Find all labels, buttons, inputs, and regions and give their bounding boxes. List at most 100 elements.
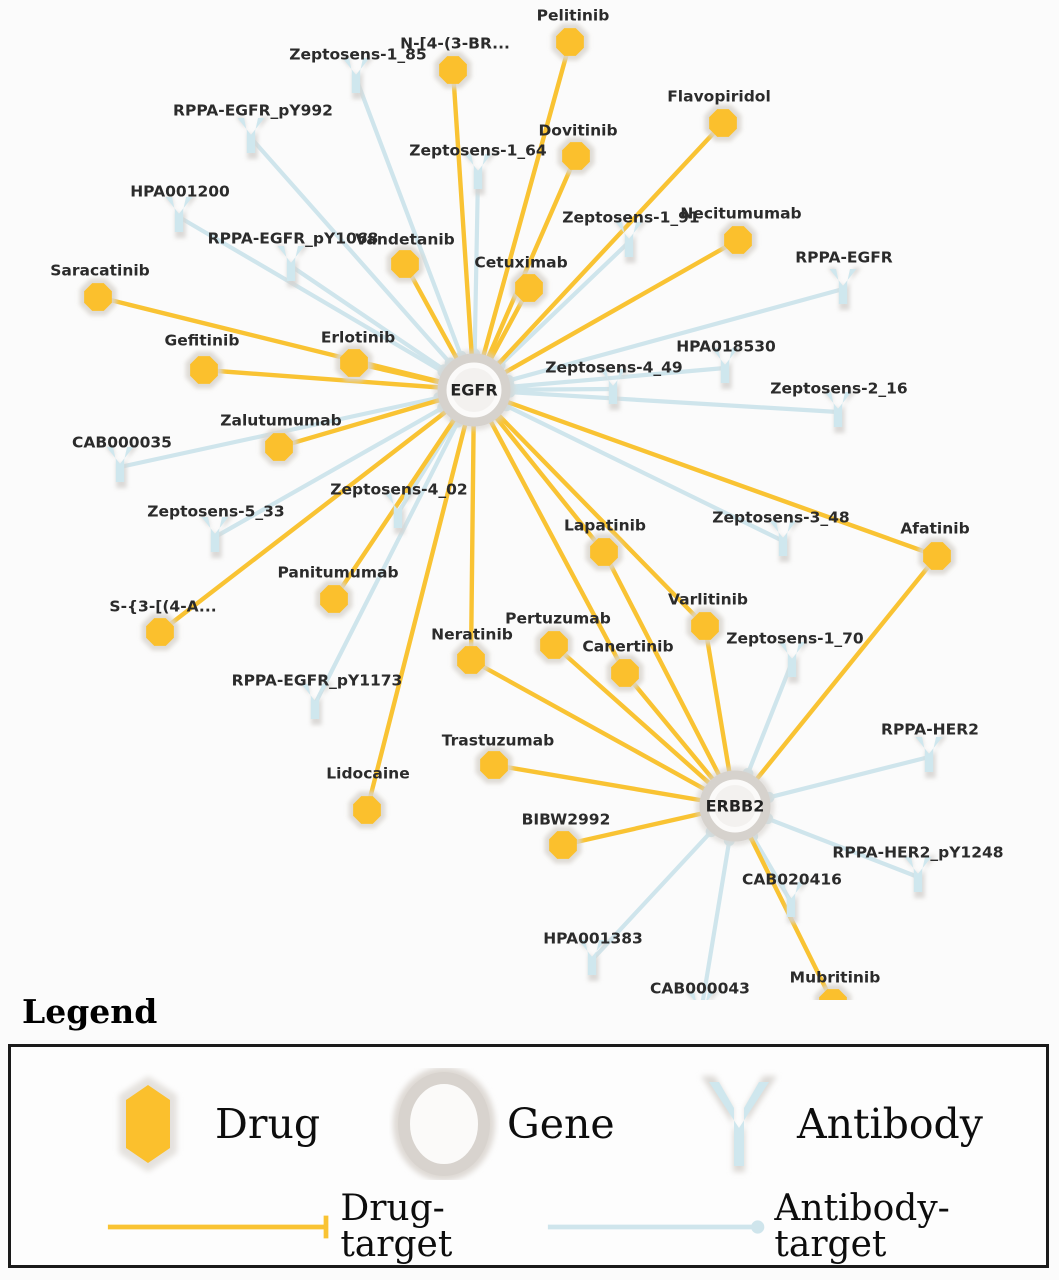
graph-edge	[491, 762, 738, 809]
drug-label: Pertuzumab	[505, 610, 611, 628]
antibody-glyph	[201, 517, 229, 552]
drug-node[interactable]	[918, 537, 956, 575]
drug-octagon	[265, 433, 293, 461]
drug-octagon	[480, 751, 508, 779]
antibody-node[interactable]	[235, 116, 270, 159]
drug-node[interactable]	[719, 221, 757, 259]
nodes-layer	[79, 23, 956, 1000]
legend-item-antibody-target: Antibody-target	[546, 1191, 1046, 1263]
drug-label: S-{3-[(4-A...	[109, 598, 216, 616]
graph-edge	[212, 387, 477, 540]
drug-node[interactable]	[475, 746, 513, 784]
antibody-node[interactable]	[776, 640, 811, 683]
antibody-node[interactable]	[775, 880, 810, 923]
drug-label: Panitumumab	[277, 564, 398, 582]
antibody-node[interactable]	[104, 445, 139, 488]
graph-edge	[331, 387, 477, 602]
drug-icon	[119, 1076, 177, 1172]
drug-node[interactable]	[551, 23, 589, 61]
drug-octagon	[562, 142, 590, 170]
drug-octagon	[353, 796, 381, 824]
antibody-label: Zeptosens-2_16	[770, 380, 907, 398]
drug-node[interactable]	[814, 984, 852, 1000]
drug-node[interactable]	[386, 245, 424, 283]
graph-edge	[364, 387, 477, 813]
drug-label: Lapatinib	[564, 517, 646, 535]
antibody-label: Zeptosens-4_02	[330, 481, 467, 499]
drug-octagon	[819, 989, 847, 1000]
drug-node[interactable]	[585, 533, 623, 571]
antibody-node[interactable]	[822, 390, 857, 433]
antibody-label: Zeptosens-5_33	[147, 503, 284, 521]
antibody-glyph	[342, 58, 370, 93]
antibody-node[interactable]	[163, 195, 198, 238]
antibody-node[interactable]	[576, 938, 611, 981]
drug-label: Gefitinib	[165, 332, 240, 350]
graph-edge	[732, 553, 940, 809]
drug-octagon	[549, 831, 577, 859]
drug-node[interactable]	[606, 654, 644, 692]
antibody-glyph	[778, 642, 806, 677]
drug-node[interactable]	[260, 428, 298, 466]
antibody-glyph	[301, 684, 329, 719]
antibody-node[interactable]	[613, 220, 648, 263]
drug-label: Varlitinib	[668, 591, 748, 609]
antibody-node[interactable]	[827, 267, 862, 310]
antibody-glyph	[769, 521, 797, 556]
drug-node[interactable]	[510, 269, 548, 307]
drug-label: Necitumumab	[680, 205, 801, 223]
graph-edge	[176, 214, 477, 393]
antibody-node[interactable]	[340, 56, 375, 99]
legend-label-antibody: Antibody	[797, 1099, 983, 1148]
drug-node[interactable]	[141, 613, 179, 651]
antibody-node[interactable]	[902, 855, 937, 898]
gene-node[interactable]	[433, 349, 515, 431]
graph-edge	[471, 387, 786, 544]
antibody-glyph	[915, 737, 943, 772]
graph-edge	[471, 365, 728, 393]
antibody-node[interactable]	[462, 152, 497, 195]
drug-octagon	[190, 356, 218, 384]
drug-node[interactable]	[557, 137, 595, 175]
graph-edge	[551, 642, 738, 809]
drug-node[interactable]	[704, 104, 742, 142]
drug-node[interactable]	[79, 278, 117, 316]
drug-node[interactable]	[335, 344, 373, 382]
drug-node[interactable]	[535, 626, 573, 664]
graph-edge	[312, 387, 477, 707]
graph-edge	[471, 387, 841, 415]
antibody-node[interactable]	[685, 990, 720, 1000]
drug-octagon	[611, 659, 639, 687]
drug-node[interactable]	[348, 791, 386, 829]
antibody-node[interactable]	[275, 244, 310, 287]
antibody-node[interactable]	[382, 491, 417, 534]
graph-edge	[471, 120, 726, 393]
drug-node[interactable]	[315, 580, 353, 618]
drug-node[interactable]	[544, 826, 582, 864]
drug-node[interactable]	[686, 607, 724, 645]
drug-octagon	[515, 274, 543, 302]
antibody-node[interactable]	[597, 367, 632, 410]
antibody-node[interactable]	[767, 519, 802, 562]
drug-label: Saracatinib	[50, 262, 150, 280]
drug-label: Cetuximab	[474, 254, 567, 272]
drug-label: Erlotinib	[321, 329, 395, 347]
antibody-node[interactable]	[299, 682, 334, 725]
antibody-node[interactable]	[199, 515, 234, 558]
gene-node[interactable]	[695, 766, 775, 846]
drug-node[interactable]	[434, 51, 472, 89]
drug-node[interactable]	[452, 641, 490, 679]
legend-title: Legend	[22, 992, 158, 1031]
drug-label: Trastuzumab	[442, 732, 554, 750]
gene-label: ERBB2	[706, 797, 765, 816]
antibody-glyph	[829, 269, 857, 304]
antibody-node[interactable]	[913, 735, 948, 778]
antibody-node[interactable]	[709, 346, 744, 389]
graph-edge	[471, 387, 708, 629]
graph-edge	[468, 657, 738, 809]
antibody-glyph	[106, 447, 134, 482]
drug-label: Flavopiridol	[667, 88, 771, 106]
graph-edge	[353, 75, 477, 393]
drug-node[interactable]	[185, 351, 223, 389]
drug-label: N-[4-(3-BR...	[400, 35, 510, 53]
